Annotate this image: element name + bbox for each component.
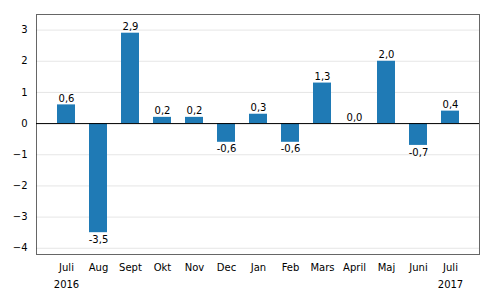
svg-text:Jan: Jan [250, 262, 266, 273]
svg-text:−1: −1 [13, 149, 28, 160]
svg-text:Okt: Okt [154, 262, 172, 273]
svg-text:3: 3 [21, 24, 27, 35]
svg-text:Maj: Maj [378, 262, 396, 273]
svg-text:2,0: 2,0 [379, 49, 395, 60]
svg-text:1: 1 [21, 87, 27, 98]
svg-text:Dec: Dec [217, 262, 236, 273]
svg-text:2,9: 2,9 [123, 21, 139, 32]
svg-text:0,3: 0,3 [251, 102, 267, 113]
svg-text:Juni: Juni [408, 262, 427, 273]
svg-text:2016: 2016 [54, 279, 79, 290]
svg-text:Juli: Juli [58, 262, 74, 273]
svg-text:0,2: 0,2 [187, 105, 203, 116]
svg-text:Aug: Aug [89, 262, 109, 273]
svg-text:Mars: Mars [310, 262, 334, 273]
svg-text:Sept: Sept [119, 262, 142, 273]
svg-text:Nov: Nov [185, 262, 205, 273]
svg-text:Feb: Feb [282, 262, 300, 273]
svg-text:2: 2 [21, 55, 27, 66]
svg-text:0,6: 0,6 [59, 93, 75, 104]
svg-text:1,3: 1,3 [315, 71, 331, 82]
svg-text:-0,6: -0,6 [217, 143, 237, 154]
svg-text:0,0: 0,0 [347, 112, 363, 123]
svg-text:2017: 2017 [438, 279, 463, 290]
svg-text:0,2: 0,2 [155, 105, 171, 116]
svg-text:−4: −4 [13, 242, 28, 253]
svg-text:April: April [343, 262, 366, 273]
svg-text:-3,5: -3,5 [89, 234, 109, 245]
svg-text:Juli: Juli [442, 262, 458, 273]
svg-text:0,4: 0,4 [443, 99, 459, 110]
svg-text:−3: −3 [13, 211, 28, 222]
svg-text:0: 0 [21, 118, 27, 129]
svg-text:−2: −2 [13, 180, 28, 191]
svg-text:-0,7: -0,7 [409, 147, 429, 158]
svg-text:-0,6: -0,6 [281, 143, 301, 154]
